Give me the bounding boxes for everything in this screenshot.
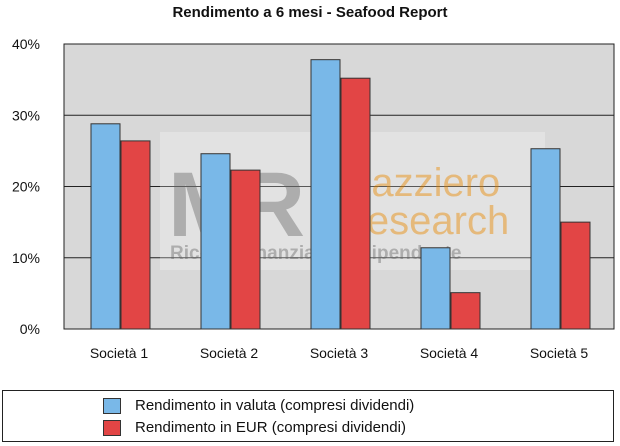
- bar: [310, 59, 341, 330]
- x-tick-label: Società 3: [310, 345, 369, 361]
- chart: MR Mazziero Research Ricerca finanziaria…: [12, 36, 615, 361]
- x-tick-label: Società 5: [530, 345, 589, 361]
- bars: [90, 59, 591, 330]
- bar: [560, 221, 591, 330]
- y-tick-label: 0%: [20, 321, 40, 337]
- x-tick-label: Società 4: [420, 345, 479, 361]
- y-tick-label: 30%: [12, 107, 40, 123]
- y-tick-label: 10%: [12, 250, 40, 266]
- chart-title: Rendimento a 6 mesi - Seafood Report: [172, 4, 448, 21]
- legend-label-eur: Rendimento in EUR (compresi dividendi): [135, 419, 406, 436]
- legend-swatch-eur: [103, 419, 121, 436]
- y-axis-ticks: 0% 10% 20% 30% 40%: [12, 36, 40, 337]
- legend-swatch-valuta: [103, 397, 121, 414]
- x-tick-label: Società 1: [90, 345, 149, 361]
- legend-item-valuta: Rendimento in valuta (compresi dividendi…: [103, 397, 414, 414]
- x-axis-ticks: Società 1 Società 2 Società 3 Società 4 Soci…: [90, 345, 589, 361]
- legend-label-valuta: Rendimento in valuta (compresi dividendi…: [135, 397, 415, 414]
- bar: [90, 123, 121, 330]
- bar: [200, 153, 231, 330]
- bar: [530, 148, 561, 330]
- bar: [230, 169, 261, 330]
- y-tick-label: 40%: [12, 36, 40, 52]
- y-tick-label: 20%: [12, 179, 40, 195]
- bar: [450, 292, 481, 330]
- x-tick-label: Società 2: [200, 345, 259, 361]
- legend-item-eur: Rendimento in EUR (compresi dividendi): [103, 419, 406, 436]
- bar: [420, 247, 451, 330]
- legend: Rendimento in valuta (compresi dividendi…: [2, 390, 614, 442]
- bar: [340, 77, 371, 330]
- bar: [120, 140, 151, 330]
